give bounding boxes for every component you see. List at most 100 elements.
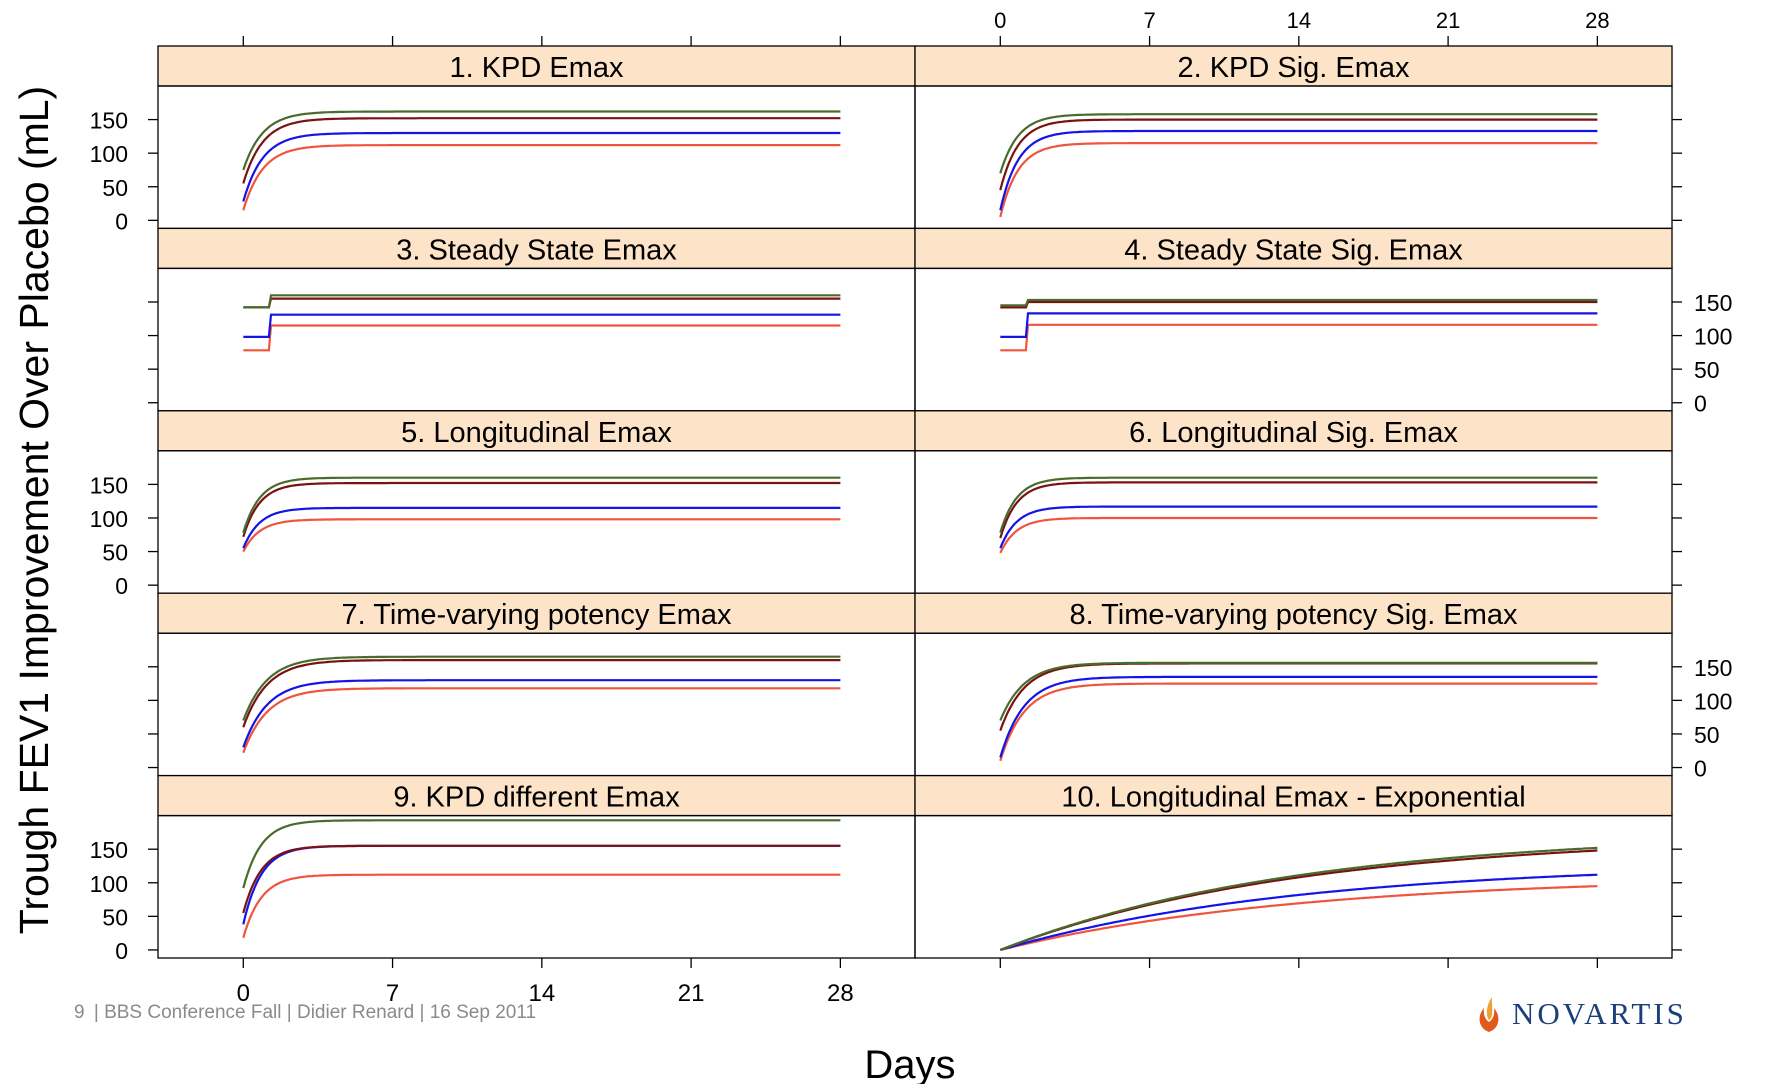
- y-tick-label: 0: [1694, 391, 1707, 417]
- flame-icon: [1479, 997, 1499, 1032]
- y-tick-label: 0: [115, 938, 128, 964]
- y-tick-label: 150: [1694, 655, 1732, 681]
- panel-frame: [914, 632, 1673, 777]
- panel-strip: [914, 45, 1673, 87]
- logo-text: NOVARTIS: [1512, 996, 1687, 1031]
- x-tick-label: 0: [237, 980, 250, 1007]
- novartis-logo: NOVARTIS: [1474, 992, 1687, 1036]
- x-tick-label: 21: [1436, 8, 1460, 33]
- x-tick-label: 14: [528, 980, 555, 1007]
- panel-strip: [914, 592, 1673, 634]
- series-line: [999, 662, 1598, 731]
- y-tick-label: 150: [90, 837, 128, 863]
- series-line: [999, 476, 1598, 534]
- series-line: [242, 131, 841, 202]
- series-line: [999, 661, 1598, 721]
- panel-frame: [914, 814, 1673, 959]
- y-tick-label: 0: [1694, 756, 1707, 782]
- series-line: [999, 675, 1598, 758]
- panel-title: 5. Longitudinal Emax: [401, 417, 672, 449]
- panel-title: 8. Time-varying potency Sig. Emax: [1069, 599, 1518, 631]
- y-tick-label: 100: [90, 871, 128, 897]
- y-tick-label: 50: [1694, 722, 1720, 748]
- panel-frame: [157, 450, 916, 594]
- series-line: [242, 655, 841, 721]
- series-line: [999, 873, 1598, 951]
- panel-strip: [914, 410, 1673, 452]
- series-line: [242, 117, 841, 184]
- x-tick-label: 28: [827, 980, 854, 1007]
- series-line: [999, 849, 1598, 951]
- y-tick-label: 100: [1694, 324, 1732, 350]
- x-axis-title: Days: [864, 1043, 955, 1084]
- series-line: [242, 687, 841, 754]
- series-line: [999, 505, 1598, 549]
- page-number: 9: [74, 1002, 85, 1023]
- series-line: [999, 142, 1598, 218]
- series-line: [242, 506, 841, 549]
- series-line: [242, 844, 841, 914]
- panel-strip: [157, 592, 916, 634]
- series-line: [1000, 300, 1598, 309]
- panel-title: 10. Longitudinal Emax - Exponential: [1061, 782, 1525, 814]
- y-tick-label: 50: [1694, 357, 1720, 383]
- panel-title: 2. KPD Sig. Emax: [1177, 52, 1410, 84]
- series-line: [1000, 312, 1598, 338]
- series-line: [243, 294, 841, 309]
- y-tick-label: 50: [102, 904, 128, 930]
- series-line: [999, 481, 1598, 539]
- series-line: [243, 297, 841, 309]
- y-axis-title: Trough FEV1 Improvement Over Placebo (mL…: [11, 86, 57, 934]
- series-line: [999, 129, 1598, 211]
- series-line: [1000, 323, 1598, 352]
- footer-text: | BBS Conference Fall | Didier Renard | …: [93, 1002, 537, 1023]
- y-tick-label: 150: [90, 472, 128, 498]
- series-line: [999, 113, 1598, 174]
- y-tick-label: 0: [115, 573, 128, 599]
- y-tick-label: 50: [102, 540, 128, 566]
- x-tick-label: 7: [1143, 8, 1155, 33]
- series-line: [243, 313, 841, 338]
- y-tick-label: 100: [90, 141, 128, 167]
- y-tick-label: 150: [90, 108, 128, 134]
- y-tick-label: 50: [102, 175, 128, 201]
- x-tick-label: 0: [994, 8, 1006, 33]
- series-line: [243, 324, 841, 352]
- y-tick-label: 0: [115, 208, 128, 234]
- series-line: [999, 516, 1598, 554]
- panel-title: 7. Time-varying potency Emax: [341, 599, 732, 631]
- panel-strip: [157, 45, 916, 87]
- panel-title: 3. Steady State Emax: [396, 234, 677, 266]
- panel-frame: [157, 85, 916, 230]
- series-line: [242, 873, 841, 939]
- panel-strip: [157, 774, 916, 817]
- series-line: [999, 846, 1598, 951]
- series-line: [242, 144, 841, 211]
- series-line: [1000, 298, 1598, 307]
- x-tick-label: 14: [1287, 8, 1311, 33]
- panel-frame: [914, 450, 1673, 594]
- x-tick-label: 7: [386, 980, 399, 1007]
- series-line: [242, 481, 841, 538]
- panel-title: 1. KPD Emax: [449, 52, 624, 84]
- x-tick-label: 21: [678, 980, 705, 1007]
- panel-title: 4. Steady State Sig. Emax: [1124, 234, 1463, 266]
- footer: 9 | BBS Conference Fall | Didier Renard …: [74, 1002, 540, 1024]
- panel-frame: [157, 267, 916, 412]
- series-line: [242, 844, 841, 925]
- series-line: [242, 110, 841, 171]
- panel-strip: [914, 227, 1673, 270]
- y-tick-label: 100: [1694, 688, 1732, 714]
- panel-frame: [157, 632, 916, 777]
- series-line: [242, 819, 841, 889]
- y-tick-label: 100: [90, 506, 128, 532]
- series-line: [242, 659, 841, 728]
- series-line: [242, 518, 841, 553]
- x-tick-label: 28: [1585, 8, 1609, 33]
- panel-title: 9. KPD different Emax: [393, 782, 680, 814]
- y-tick-label: 150: [1694, 290, 1732, 316]
- series-line: [242, 679, 841, 748]
- series-line: [999, 118, 1598, 191]
- series-line: [1000, 885, 1598, 951]
